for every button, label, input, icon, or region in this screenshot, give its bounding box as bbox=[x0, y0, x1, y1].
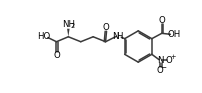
Text: O: O bbox=[102, 24, 109, 32]
Text: 2: 2 bbox=[71, 23, 75, 29]
Text: O: O bbox=[54, 51, 60, 60]
Text: O: O bbox=[166, 56, 172, 65]
Text: OH: OH bbox=[167, 30, 181, 39]
Text: O: O bbox=[159, 16, 166, 25]
Polygon shape bbox=[67, 29, 69, 37]
Text: +: + bbox=[170, 54, 175, 60]
Text: NH: NH bbox=[62, 20, 75, 29]
Text: O: O bbox=[157, 66, 164, 75]
Text: N: N bbox=[112, 32, 118, 41]
Text: −: − bbox=[160, 65, 166, 71]
Text: H: H bbox=[116, 32, 122, 41]
Text: HO: HO bbox=[37, 32, 50, 41]
Text: N: N bbox=[157, 56, 163, 65]
